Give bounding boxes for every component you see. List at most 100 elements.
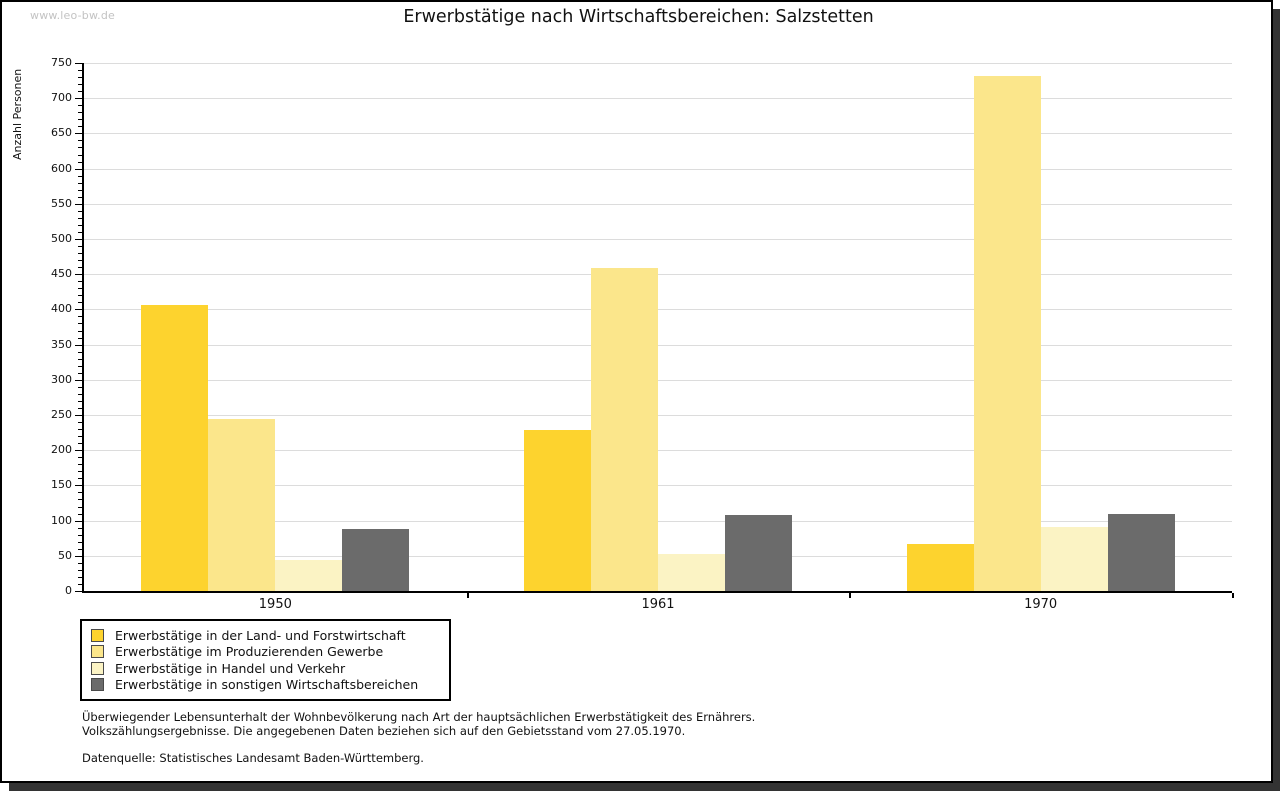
gridline-200 — [84, 450, 1232, 452]
y-minor-tick — [78, 422, 82, 424]
y-minor-tick — [78, 189, 82, 191]
footnote-line-2: Volkszählungsergebnisse. Die angegebenen… — [82, 724, 686, 738]
x-boundary-tick — [467, 593, 469, 598]
y-minor-tick — [78, 527, 82, 529]
x-category-label: 1970 — [1024, 597, 1058, 612]
gridline-700 — [84, 98, 1232, 100]
y-major-tick — [75, 415, 82, 416]
y-minor-tick — [78, 91, 82, 93]
y-minor-tick — [78, 154, 82, 156]
bar-1970-series-4 — [1108, 514, 1175, 591]
frame-shadow-right — [1273, 9, 1280, 791]
legend-item-4: Erwerbstätige in sonstigen Wirtschaftsbe… — [91, 677, 440, 693]
y-major-tick — [75, 591, 82, 592]
y-minor-tick — [78, 323, 82, 325]
y-major-tick — [75, 450, 82, 452]
y-major-tick — [75, 274, 82, 276]
y-tick-label: 400 — [51, 302, 72, 316]
legend-swatch-icon — [91, 628, 104, 642]
footnote: Überwiegender Lebensunterhalt der Wohnbe… — [82, 710, 755, 765]
y-minor-tick — [78, 175, 82, 177]
y-major-tick — [75, 168, 82, 170]
gridline-100 — [84, 520, 1232, 522]
x-boundary-tick — [1232, 593, 1234, 598]
frame-shadow-bottom — [9, 783, 1273, 791]
y-minor-tick — [78, 182, 82, 184]
gridline-150 — [84, 485, 1232, 487]
legend: Erwerbstätige in der Land- und Forstwirt… — [80, 619, 451, 701]
y-major-tick — [75, 555, 82, 557]
y-tick-label: 350 — [51, 337, 72, 351]
y-minor-tick — [78, 161, 82, 163]
y-minor-tick — [78, 196, 82, 198]
y-minor-tick — [78, 534, 82, 536]
legend-item-3: Erwerbstätige in Handel und Verkehr — [91, 660, 440, 676]
x-category-label: 1950 — [258, 597, 292, 612]
y-major-tick — [75, 309, 82, 311]
y-minor-tick — [78, 436, 82, 438]
y-minor-tick — [78, 400, 82, 402]
y-minor-tick — [78, 386, 82, 388]
gridline-500 — [84, 239, 1232, 240]
legend-label: Erwerbstätige im Produzierenden Gewerbe — [115, 644, 384, 660]
y-tick-label: 150 — [51, 478, 72, 492]
bar-1961-series-2 — [591, 268, 658, 591]
watermark: www.leo-bw.de — [30, 9, 116, 22]
y-minor-tick — [78, 506, 82, 508]
y-axis-line — [82, 63, 84, 593]
y-minor-tick — [78, 569, 82, 571]
y-tick-label: 500 — [51, 232, 72, 245]
bar-1970-series-2 — [974, 76, 1041, 591]
legend-label: Erwerbstätige in sonstigen Wirtschaftsbe… — [115, 677, 419, 693]
gridline-450 — [84, 274, 1232, 276]
y-minor-tick — [78, 365, 82, 367]
y-minor-tick — [78, 210, 82, 212]
y-minor-tick — [78, 316, 82, 318]
y-major-tick — [75, 485, 82, 487]
y-minor-tick — [78, 126, 82, 128]
y-minor-tick — [78, 281, 82, 283]
y-minor-tick — [78, 429, 82, 431]
y-major-tick — [75, 133, 82, 135]
y-minor-tick — [78, 337, 82, 339]
x-axis-line — [82, 591, 1232, 593]
y-minor-tick — [78, 464, 82, 466]
y-tick-label: 750 — [51, 56, 72, 69]
y-minor-tick — [78, 246, 82, 248]
y-tick-label: 650 — [51, 126, 72, 140]
bar-1950-series-1 — [141, 305, 208, 591]
y-minor-tick — [78, 260, 82, 262]
y-minor-tick — [78, 576, 82, 578]
y-tick-label: 550 — [51, 196, 72, 210]
y-minor-tick — [78, 330, 82, 332]
bar-1970-series-3 — [1041, 527, 1108, 591]
bar-1950-series-3 — [275, 560, 342, 591]
y-minor-tick — [78, 217, 82, 219]
y-minor-tick — [78, 499, 82, 501]
y-tick-label: 700 — [51, 91, 72, 105]
legend-swatch-icon — [91, 645, 104, 659]
x-boundary-tick — [849, 593, 851, 598]
y-minor-tick — [78, 84, 82, 86]
bar-1961-series-4 — [725, 515, 792, 591]
gridline-750 — [84, 63, 1232, 64]
bar-1961-series-3 — [658, 554, 725, 591]
bar-1970-series-1 — [907, 544, 974, 591]
y-minor-tick — [78, 112, 82, 114]
gridline-300 — [84, 379, 1232, 381]
y-minor-tick — [78, 70, 82, 72]
y-minor-tick — [78, 583, 82, 585]
y-minor-tick — [78, 407, 82, 409]
y-minor-tick — [78, 443, 82, 445]
y-minor-tick — [78, 513, 82, 515]
y-minor-tick — [78, 77, 82, 79]
y-minor-tick — [78, 358, 82, 360]
y-minor-tick — [78, 119, 82, 121]
data-source: Datenquelle: Statistisches Landesamt Bad… — [82, 751, 424, 765]
y-minor-tick — [78, 231, 82, 233]
y-minor-tick — [78, 471, 82, 473]
y-minor-tick — [78, 372, 82, 374]
